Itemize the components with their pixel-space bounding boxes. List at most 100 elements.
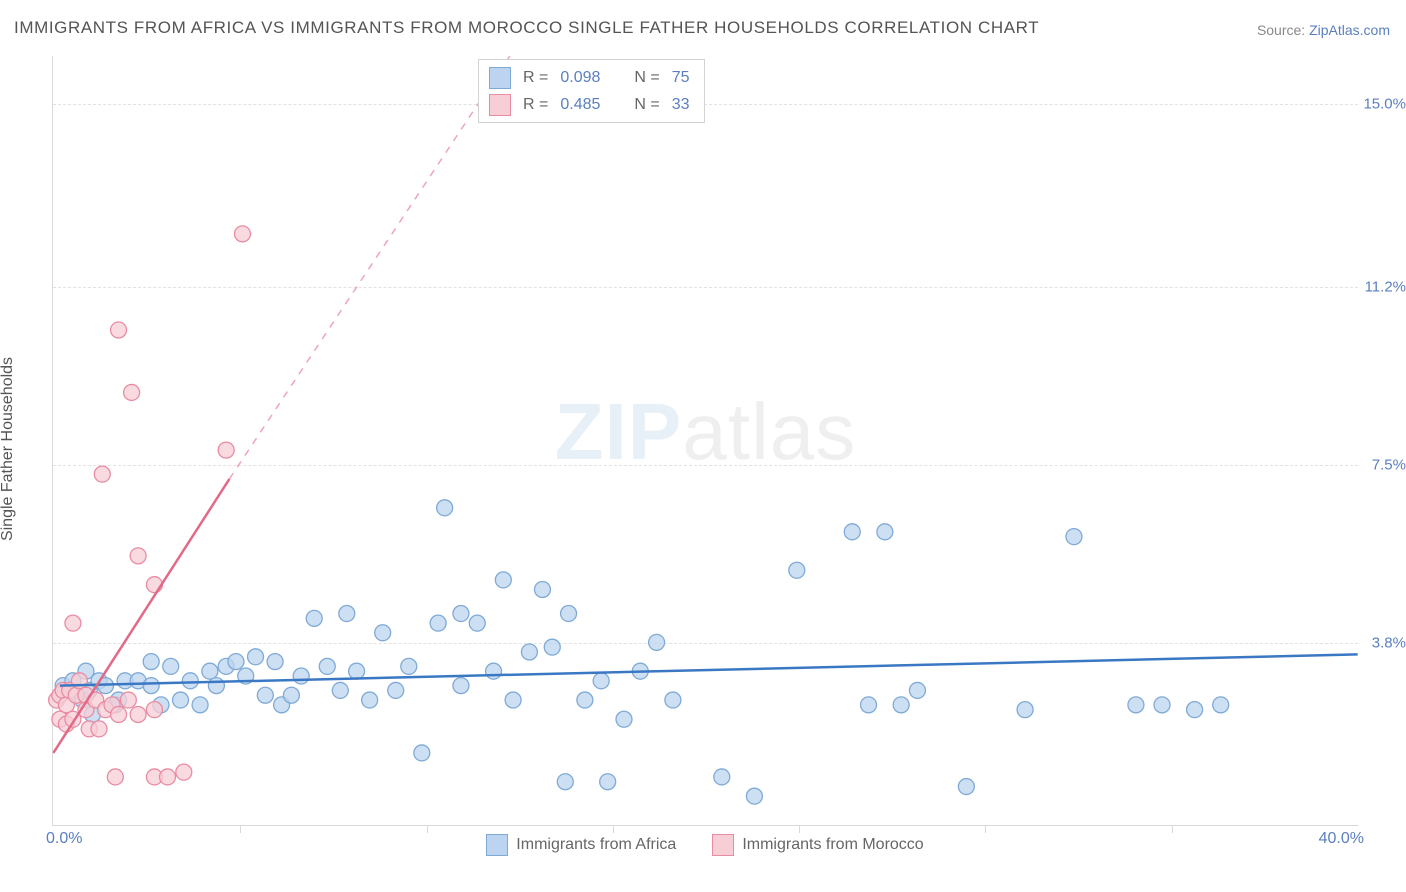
legend-label: Immigrants from Africa <box>516 836 676 854</box>
data-point <box>111 706 127 722</box>
y-axis-title: Single Father Households <box>0 357 17 541</box>
data-point <box>746 788 762 804</box>
y-tick-label: 11.2% <box>1362 279 1406 296</box>
data-point <box>544 639 560 655</box>
legend-swatch <box>489 67 511 89</box>
data-point <box>267 654 283 670</box>
data-point <box>283 687 299 703</box>
data-point <box>159 769 175 785</box>
data-point <box>453 606 469 622</box>
data-point <box>593 673 609 689</box>
plot-area: ZIPatlas 3.8%7.5%11.2%15.0% <box>52 56 1358 826</box>
data-point <box>173 692 189 708</box>
data-point <box>861 697 877 713</box>
data-point <box>192 697 208 713</box>
data-point <box>176 764 192 780</box>
data-point <box>349 663 365 679</box>
data-point <box>1128 697 1144 713</box>
y-tick-label: 3.8% <box>1362 635 1406 652</box>
y-tick-label: 7.5% <box>1362 457 1406 474</box>
legend-swatch <box>712 834 734 856</box>
data-point <box>111 322 127 338</box>
data-point <box>257 687 273 703</box>
stat-r-value: 0.485 <box>560 91 600 118</box>
data-point <box>65 615 81 631</box>
data-point <box>218 442 234 458</box>
data-point <box>143 678 159 694</box>
legend-swatch <box>489 94 511 116</box>
data-point <box>486 663 502 679</box>
data-point <box>893 697 909 713</box>
data-point <box>107 769 123 785</box>
data-point <box>958 779 974 795</box>
data-point <box>293 668 309 684</box>
data-point <box>319 658 335 674</box>
data-point <box>789 562 805 578</box>
data-point <box>202 663 218 679</box>
stat-r-label: R = <box>523 64 548 91</box>
data-point <box>649 634 665 650</box>
data-point <box>182 673 198 689</box>
data-point <box>401 658 417 674</box>
legend-item: Immigrants from Morocco <box>712 834 923 856</box>
data-point <box>146 702 162 718</box>
data-point <box>453 678 469 694</box>
trend-line-extension <box>229 56 509 479</box>
data-point <box>665 692 681 708</box>
data-point <box>616 711 632 727</box>
data-point <box>339 606 355 622</box>
data-point <box>561 606 577 622</box>
plot-svg <box>53 56 1358 825</box>
data-point <box>505 692 521 708</box>
data-point <box>332 682 348 698</box>
data-point <box>909 682 925 698</box>
data-point <box>248 649 264 665</box>
legend-swatch <box>486 834 508 856</box>
data-point <box>208 678 224 694</box>
y-tick-label: 15.0% <box>1362 96 1406 113</box>
data-point <box>1066 529 1082 545</box>
data-point <box>130 706 146 722</box>
data-point <box>306 610 322 626</box>
data-point <box>1213 697 1229 713</box>
chart-title: IMMIGRANTS FROM AFRICA VS IMMIGRANTS FRO… <box>14 18 1039 38</box>
data-point <box>877 524 893 540</box>
source-prefix: Source: <box>1257 22 1305 38</box>
data-point <box>557 774 573 790</box>
data-point <box>437 500 453 516</box>
stat-n-value: 33 <box>672 91 690 118</box>
data-point <box>228 654 244 670</box>
data-point <box>375 625 391 641</box>
data-point <box>521 644 537 660</box>
data-point <box>1187 702 1203 718</box>
series-legend: Immigrants from Africa Immigrants from Mo… <box>52 834 1358 856</box>
data-point <box>495 572 511 588</box>
data-point <box>91 721 107 737</box>
data-point <box>414 745 430 761</box>
data-point <box>163 658 179 674</box>
data-point <box>94 466 110 482</box>
stat-r-label: R = <box>523 91 548 118</box>
stats-row: R = 0.485 N = 33 <box>489 91 690 118</box>
data-point <box>600 774 616 790</box>
data-point <box>143 654 159 670</box>
stat-n-label: N = <box>634 91 659 118</box>
legend-label: Immigrants from Morocco <box>742 836 923 854</box>
data-point <box>844 524 860 540</box>
stat-n-value: 75 <box>672 64 690 91</box>
stats-legend: R =0.098N =75R =0.485N =33 <box>478 59 705 123</box>
data-point <box>577 692 593 708</box>
data-point <box>362 692 378 708</box>
data-point <box>130 548 146 564</box>
source-link[interactable]: ZipAtlas.com <box>1309 22 1390 38</box>
source-attribution: Source: ZipAtlas.com <box>1257 22 1390 38</box>
data-point <box>234 226 250 242</box>
stat-n-label: N = <box>634 64 659 91</box>
data-point <box>534 582 550 598</box>
data-point <box>469 615 485 631</box>
stats-row: R =0.098N =75 <box>489 64 690 91</box>
data-point <box>430 615 446 631</box>
data-point <box>1017 702 1033 718</box>
data-point <box>714 769 730 785</box>
data-point <box>120 692 136 708</box>
